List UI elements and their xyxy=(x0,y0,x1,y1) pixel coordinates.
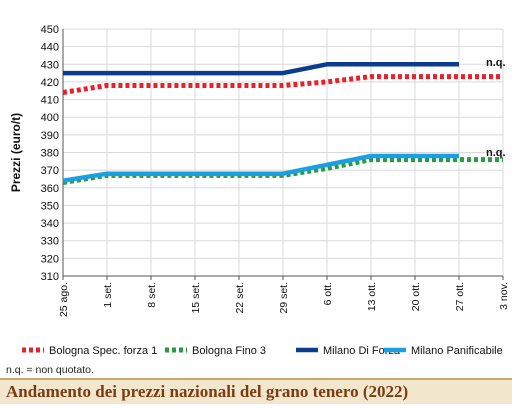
y-tick-label: 310 xyxy=(41,271,59,283)
x-tick-label: 3 nov. xyxy=(498,282,510,310)
y-tick-label: 370 xyxy=(41,165,59,177)
x-tick-label: 15 set. xyxy=(190,282,202,314)
legend-label-2: Bologna Fino 3 xyxy=(192,345,266,357)
line-chart: 310 320 330 340 350 360 370 380 390 400 410 420 430 4… xyxy=(9,24,510,357)
y-tick-label: 450 xyxy=(41,24,59,36)
y-tick-label: 410 xyxy=(41,95,59,107)
series-line-4 xyxy=(62,153,459,183)
x-tick-label: 25 ago. xyxy=(58,282,70,317)
series-line-1 xyxy=(62,74,503,95)
y-tick-label: 390 xyxy=(41,130,59,142)
y-tick-label: 340 xyxy=(41,218,59,230)
chart-title: Andamento dei prezzi nazionali del grano… xyxy=(6,382,409,401)
annotation-nq-1: n.q. xyxy=(486,57,506,69)
y-tick-label: 440 xyxy=(41,42,59,54)
x-tick-label: 22 set. xyxy=(234,282,246,314)
y-tick-label: 400 xyxy=(41,112,59,124)
y-tick-label: 360 xyxy=(41,183,59,195)
x-tick-label: 8 set. xyxy=(146,282,158,308)
annotation-nq-2: n.q. xyxy=(486,147,506,159)
series-line-3 xyxy=(63,62,459,76)
x-tick-label: 27 ott. xyxy=(454,282,466,311)
y-axis-label: Prezzi (euro/t) xyxy=(9,113,23,192)
x-tick-label: 1 set. xyxy=(102,282,114,308)
footnote: n.q. = non quotato. xyxy=(6,364,94,376)
y-tick-label: 430 xyxy=(41,59,59,71)
y-tick-label: 320 xyxy=(41,253,59,265)
x-tick-label: 20 ott. xyxy=(410,282,422,311)
y-tick-label: 380 xyxy=(41,148,59,160)
y-tick-label: 420 xyxy=(41,77,59,89)
x-tick-label: 13 ott. xyxy=(366,282,378,311)
y-tick-label: 330 xyxy=(41,236,59,248)
y-tick-label: 350 xyxy=(41,200,59,212)
legend-label-1: Bologna Spec. forza 1 xyxy=(49,345,157,357)
x-tick-label: 6 ott. xyxy=(322,282,334,305)
legend-label-3: Milano Di Forza xyxy=(323,345,401,357)
legend-label-4: Milano Panificabile xyxy=(411,345,503,357)
x-tick-label: 29 set. xyxy=(278,282,290,314)
title-bar: Andamento dei prezzi nazionali del grano… xyxy=(0,378,512,404)
